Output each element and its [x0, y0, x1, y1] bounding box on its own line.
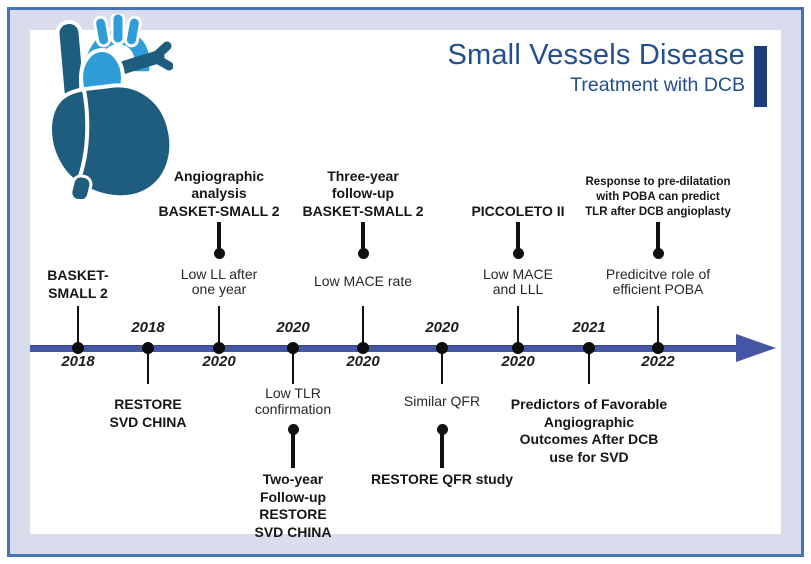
event-title: Response to pre-dilatation with POBA can… [585, 176, 731, 218]
timeline-event: 2020 Similar QFR RESTORE QFR study [352, 0, 532, 564]
timeline-event: 2020 Low TLR confirmation Two-year Follow-… [226, 0, 361, 564]
connector-stem [146, 350, 150, 384]
connector-pin-dot [357, 248, 369, 259]
event-title: RESTORE SVD CHINA [109, 396, 187, 430]
timeline-event: Response to pre-dilatation with POBA can… [563, 0, 753, 564]
connector-pin-dot [436, 424, 448, 435]
timeline-dot [142, 342, 154, 354]
connector-pin-line [361, 222, 365, 249]
event-year: 2020 [346, 353, 380, 370]
connector-stem [587, 350, 591, 384]
connector-pin-line [516, 222, 520, 249]
connector-pin-dot [287, 424, 299, 435]
event-title: RESTORE QFR study [370, 471, 514, 487]
timeline-event: 2018 RESTORE SVD CHINA [83, 0, 213, 564]
timeline-event: Angiographic analysis BASKET-SMALL 2 Low … [137, 0, 302, 564]
timeline-event: BASKET- SMALL 2 2018 [23, 0, 133, 564]
timeline-dot [652, 342, 664, 354]
event-year: 2021 [572, 319, 606, 336]
timeline-event: Three-year follow-up BASKET-SMALL 2 Low M… [281, 0, 446, 564]
event-title: Three-year follow-up BASKET-SMALL 2 [302, 167, 424, 219]
connector-pin-line [217, 222, 221, 249]
timeline-axis [30, 345, 738, 352]
connector-pin-line [656, 222, 660, 249]
timeline-event: PICCOLETO II Low MACE and LLL 2020 [451, 0, 586, 564]
connector-stem [291, 350, 295, 384]
event-year: 2020 [276, 319, 310, 336]
connector-stem [76, 306, 80, 346]
timeline-dot [583, 342, 595, 354]
timeline-dot [287, 342, 299, 354]
event-year: 2020 [202, 353, 236, 370]
event-sublabel: Predicitve role of efficient POBA [605, 265, 711, 297]
heart-icon [48, 14, 173, 199]
connector-pin-dot [512, 248, 524, 259]
connector-stem [656, 306, 660, 346]
timeline-event: 2021 Predictors of Favorable Angiographic… [494, 0, 684, 564]
event-year: 2020 [425, 319, 459, 336]
page-title: Small Vessels Disease [447, 39, 745, 71]
event-sublabel: Similar QFR [403, 392, 481, 409]
connector-pin-dot [213, 248, 225, 259]
timeline-dot [436, 342, 448, 354]
connector-stem [516, 306, 520, 346]
timeline-dot [72, 342, 84, 354]
event-year: 2018 [61, 353, 95, 370]
timeline-dot [357, 342, 369, 354]
header: Small Vessels Disease Treatment with DCB [447, 39, 745, 97]
event-year: 2022 [641, 353, 675, 370]
event-year: 2018 [131, 319, 165, 336]
connector-pin-line [291, 434, 295, 468]
connector-stem [440, 350, 444, 384]
event-title: BASKET- SMALL 2 [47, 267, 109, 301]
timeline-dot [512, 342, 524, 354]
connector-pin-dot [652, 248, 664, 259]
event-title: Two-year Follow-up RESTORE SVD CHINA [254, 471, 332, 540]
title-accent-bar [754, 46, 767, 107]
event-year: 2020 [501, 353, 535, 370]
timeline-arrowhead-icon [736, 334, 776, 362]
event-sublabel: Low LL after one year [180, 265, 258, 297]
timeline-dot [213, 342, 225, 354]
connector-stem [217, 306, 221, 346]
event-title: Angiographic analysis BASKET-SMALL 2 [158, 167, 280, 219]
event-title: PICCOLETO II [471, 202, 565, 219]
event-title: Predictors of Favorable Angiographic Out… [510, 396, 668, 465]
connector-pin-line [440, 434, 444, 468]
event-sublabel: Low TLR confirmation [254, 385, 332, 417]
connector-stem [361, 306, 365, 346]
event-sublabel: Low MACE and LLL [482, 265, 554, 297]
page-subtitle: Treatment with DCB [570, 74, 745, 97]
event-sublabel: Low MACE rate [313, 273, 413, 290]
